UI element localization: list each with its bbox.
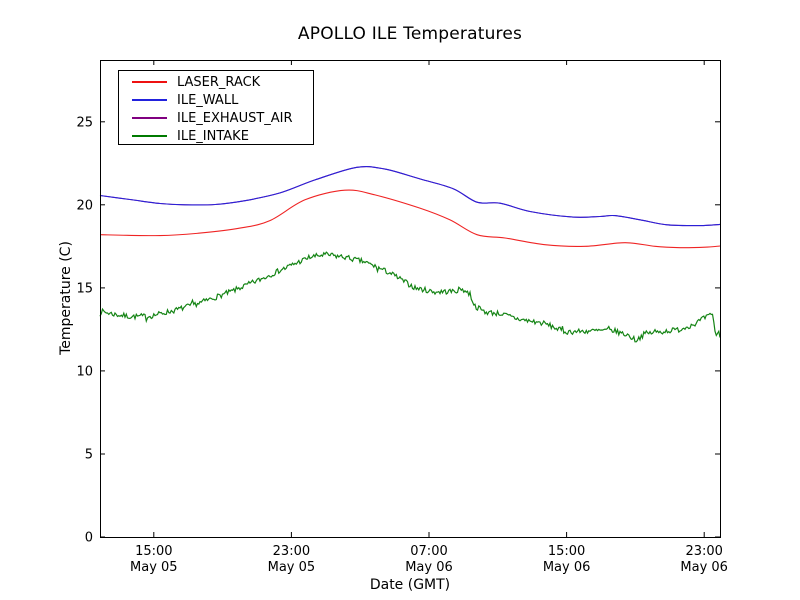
x-tick-label-date: May 06	[543, 560, 591, 575]
legend-item-ile_wall: ILE_WALL	[119, 91, 313, 109]
y-tick-label: 0	[85, 531, 93, 546]
legend-label: ILE_INTAKE	[177, 128, 249, 144]
legend-line-swatch	[132, 81, 167, 83]
x-tick-label-date: May 06	[680, 560, 728, 575]
y-axis-label: Temperature (C)	[58, 241, 74, 355]
y-tick-label: 15	[76, 281, 93, 296]
x-tick-label-date: May 05	[268, 560, 316, 575]
x-tick-label-date: May 05	[130, 560, 178, 575]
x-tick-label-time: 15:00	[548, 544, 585, 559]
legend-label: ILE_WALL	[177, 92, 239, 108]
chart-title: APOLLO ILE Temperatures	[297, 24, 523, 44]
legend-item-ile_intake: ILE_INTAKE	[119, 127, 313, 144]
legend-label: ILE_EXHAUST_AIR	[177, 110, 293, 126]
legend: LASER_RACK ILE_WALL ILE_EXHAUST_AIR ILE_INT…	[118, 70, 314, 145]
x-tick-label-time: 07:00	[410, 544, 447, 559]
legend-line-swatch	[132, 117, 167, 119]
legend-line-swatch	[132, 135, 167, 137]
legend-label: LASER_RACK	[177, 74, 261, 90]
x-axis-label: Date (GMT)	[369, 577, 451, 593]
legend-item-laser_rack: LASER_RACK	[119, 73, 313, 91]
y-tick-label: 25	[76, 115, 93, 130]
x-tick-label-time: 15:00	[135, 544, 172, 559]
series-line-ILE_INTAKE	[99, 251, 721, 343]
x-tick-label-date: May 06	[405, 560, 453, 575]
legend-item-ile_exhaust_air: ILE_EXHAUST_AIR	[119, 109, 313, 127]
legend-line-swatch	[132, 99, 167, 101]
y-tick-label: 5	[85, 448, 93, 463]
y-tick-label: 10	[76, 364, 93, 379]
series-line-ILE_WALL	[99, 166, 721, 227]
plot-frame	[100, 60, 721, 538]
y-tick-label: 20	[76, 198, 93, 213]
series-line-LASER_RACK	[99, 189, 721, 249]
x-tick-label-time: 23:00	[273, 544, 310, 559]
x-tick-label-time: 23:00	[685, 544, 722, 559]
